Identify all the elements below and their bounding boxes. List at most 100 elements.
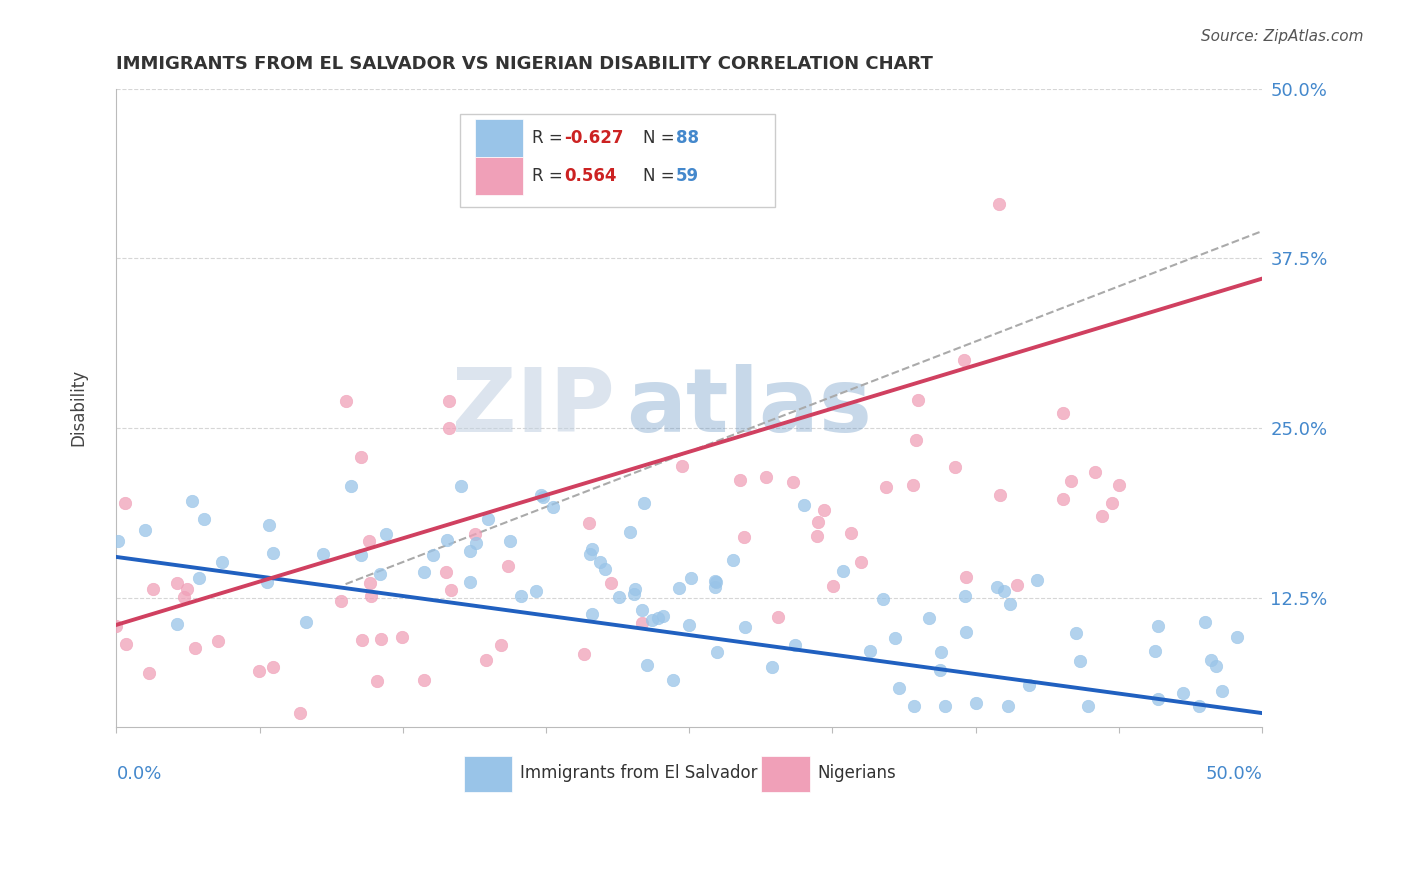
Point <box>953 353 976 368</box>
Text: Immigrants from El Salvador: Immigrants from El Salvador <box>520 764 758 781</box>
Point <box>437 393 460 408</box>
Point <box>1226 630 1249 644</box>
Point <box>901 477 924 491</box>
Point <box>872 592 894 607</box>
Text: R =: R = <box>533 128 568 146</box>
Point <box>647 610 669 624</box>
Point <box>723 553 745 567</box>
Point <box>955 625 977 640</box>
Point <box>766 610 789 624</box>
Point <box>330 594 353 608</box>
Point <box>181 494 204 508</box>
Point <box>607 591 630 605</box>
Point <box>183 640 205 655</box>
Point <box>374 527 396 541</box>
Point <box>1060 474 1083 488</box>
Point <box>1199 653 1222 667</box>
Point <box>464 526 486 541</box>
Point <box>905 433 928 447</box>
Point <box>761 659 783 673</box>
Point <box>704 575 727 590</box>
Text: N =: N = <box>644 167 681 185</box>
Point <box>728 473 751 487</box>
Point <box>450 479 472 493</box>
Point <box>813 503 835 517</box>
Point <box>955 589 977 603</box>
Point <box>907 392 929 407</box>
Text: -0.627: -0.627 <box>564 128 624 146</box>
Text: Disability: Disability <box>70 369 87 446</box>
FancyBboxPatch shape <box>464 756 512 792</box>
Point <box>703 574 725 588</box>
Point <box>434 566 457 580</box>
Point <box>671 458 693 473</box>
Point <box>350 633 373 648</box>
Point <box>138 666 160 681</box>
Point <box>704 580 727 594</box>
Point <box>733 530 755 544</box>
Text: 50.0%: 50.0% <box>1205 765 1263 783</box>
Point <box>997 699 1019 714</box>
Point <box>176 582 198 597</box>
Point <box>1052 406 1074 420</box>
Point <box>262 659 284 673</box>
Point <box>188 571 211 585</box>
Point <box>581 541 603 556</box>
Text: 0.564: 0.564 <box>564 167 617 185</box>
Point <box>114 496 136 510</box>
Point <box>1143 644 1166 658</box>
Point <box>623 587 645 601</box>
Point <box>988 488 1011 502</box>
Point <box>662 673 685 688</box>
FancyBboxPatch shape <box>762 756 810 792</box>
FancyBboxPatch shape <box>475 120 523 157</box>
Point <box>359 575 381 590</box>
Point <box>755 470 778 484</box>
Point <box>489 638 512 652</box>
Point <box>652 608 675 623</box>
Point <box>509 589 531 603</box>
Point <box>368 566 391 581</box>
Point <box>211 555 233 569</box>
Point <box>581 607 603 621</box>
Point <box>883 631 905 645</box>
Point <box>477 512 499 526</box>
Point <box>572 647 595 661</box>
Text: Nigerians: Nigerians <box>817 764 896 781</box>
Point <box>998 597 1021 611</box>
Point <box>257 518 280 533</box>
Point <box>668 582 690 596</box>
Point <box>630 615 652 630</box>
Point <box>247 664 270 678</box>
Point <box>366 673 388 688</box>
Point <box>1066 626 1088 640</box>
Point <box>1188 699 1211 714</box>
Text: 59: 59 <box>675 167 699 185</box>
Point <box>706 645 728 659</box>
Point <box>391 630 413 644</box>
Point <box>1205 658 1227 673</box>
Point <box>360 589 382 603</box>
Point <box>1194 615 1216 630</box>
Point <box>262 546 284 560</box>
Point <box>499 533 522 548</box>
Point <box>541 500 564 514</box>
Point <box>458 544 481 558</box>
Point <box>458 575 481 590</box>
Point <box>496 558 519 573</box>
Point <box>823 579 845 593</box>
Point <box>1173 686 1195 700</box>
Point <box>134 523 156 537</box>
Point <box>142 582 165 596</box>
Point <box>350 549 373 563</box>
Point <box>987 197 1010 211</box>
Text: 0.0%: 0.0% <box>117 765 162 783</box>
Point <box>105 619 128 633</box>
Point <box>1101 496 1123 510</box>
Point <box>340 478 363 492</box>
Point <box>993 584 1015 599</box>
Point <box>589 556 612 570</box>
Point <box>600 576 623 591</box>
Point <box>1147 618 1170 632</box>
Text: IMMIGRANTS FROM EL SALVADOR VS NIGERIAN DISABILITY CORRELATION CHART: IMMIGRANTS FROM EL SALVADOR VS NIGERIAN … <box>117 55 934 73</box>
